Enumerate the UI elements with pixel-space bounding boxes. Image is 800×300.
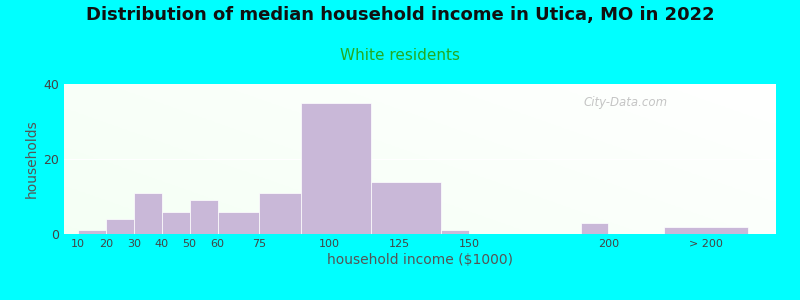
Bar xyxy=(78,230,106,234)
Bar xyxy=(259,193,302,234)
Text: City-Data.com: City-Data.com xyxy=(584,96,668,109)
Bar xyxy=(162,212,190,234)
Bar xyxy=(441,230,469,234)
Bar xyxy=(106,219,134,234)
Bar xyxy=(190,200,218,234)
Text: White residents: White residents xyxy=(340,48,460,63)
Bar xyxy=(581,223,609,234)
Y-axis label: households: households xyxy=(25,120,39,198)
X-axis label: household income ($1000): household income ($1000) xyxy=(327,253,513,267)
Text: Distribution of median household income in Utica, MO in 2022: Distribution of median household income … xyxy=(86,6,714,24)
Bar xyxy=(134,193,162,234)
Bar xyxy=(371,182,441,234)
Bar xyxy=(218,212,259,234)
Bar xyxy=(664,226,748,234)
Bar xyxy=(302,103,371,234)
